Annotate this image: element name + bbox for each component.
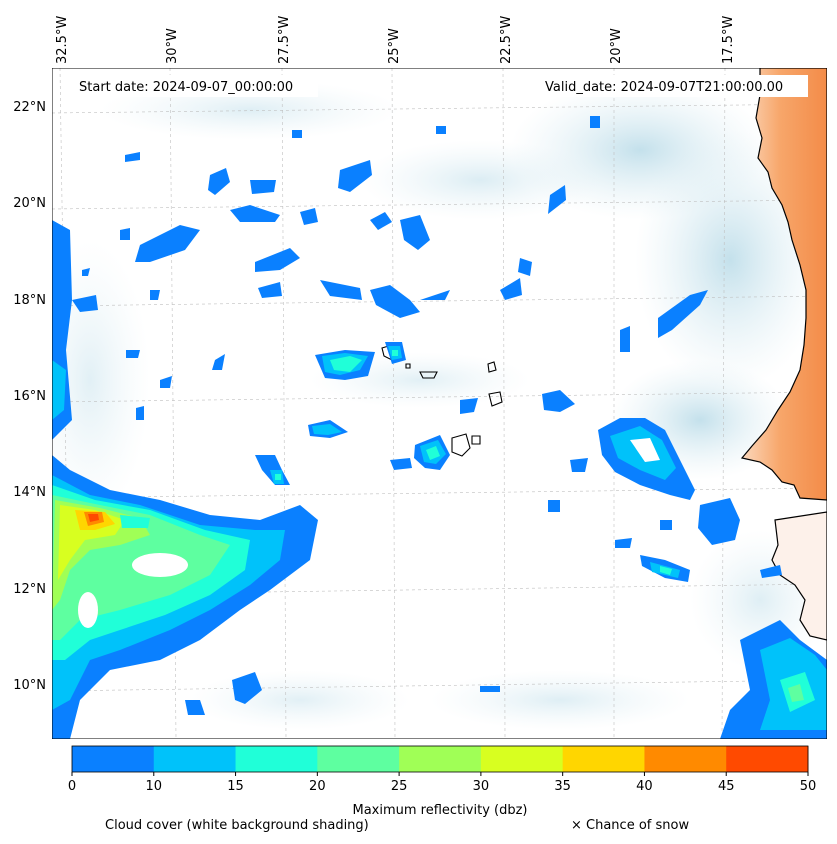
colorbar-tick-label: 35	[554, 779, 571, 794]
map-panel	[52, 68, 827, 739]
snow-legend: × Chance of snow	[571, 818, 690, 833]
lat-label-14n: 14°N	[13, 485, 46, 500]
lon-label-30w: 30°W	[165, 28, 180, 64]
lat-label-12n: 12°N	[13, 582, 46, 597]
colorbar-segment	[235, 746, 318, 772]
colorbar-tick-label: 40	[636, 779, 653, 794]
colorbar-segment	[562, 746, 645, 772]
reflectivity-left-edge-inner	[52, 360, 66, 420]
colorbar-tick-label: 25	[391, 779, 408, 794]
longitude-labels: 32.5°W 30°W 27.5°W 25°W 22.5°W 20°W 17.5…	[55, 16, 736, 64]
latitude-labels: 22°N 20°N 18°N 16°N 14°N 12°N 10°N	[13, 100, 46, 693]
colorbar-label: Maximum reflectivity (dbz)	[353, 803, 528, 818]
colorbar-tick-label: 45	[718, 779, 735, 794]
reflectivity-west-system	[52, 455, 318, 739]
cloud-cover-legend: Cloud cover (white background shading)	[105, 818, 369, 833]
lat-label-16n: 16°N	[13, 389, 46, 404]
start-date-box	[70, 75, 318, 97]
lon-label-32-5w: 32.5°W	[55, 16, 70, 64]
lon-label-17-5w: 17.5°W	[721, 16, 736, 64]
valid-date-box	[538, 75, 808, 97]
colorbar-tick-label: 0	[68, 779, 76, 794]
colorbar-segment	[72, 746, 155, 772]
valid-date-label: Valid_date: 2024-09-07T21:00:00.00	[545, 80, 783, 95]
lat-label-22n: 22°N	[13, 100, 46, 115]
lon-label-20w: 20°W	[609, 28, 624, 64]
colorbar-border	[71, 745, 809, 773]
reflectivity-cell-cores	[270, 346, 827, 730]
colorbar-segment	[317, 746, 400, 772]
header-labels: Start date: 2024-09-07_00:00:00 Valid_da…	[70, 75, 808, 97]
colorbar-tick-label: 15	[227, 779, 244, 794]
lon-label-25w: 25°W	[387, 28, 402, 64]
colorbar: 0 10 15 20 25 30 35 40 45 50	[68, 745, 817, 794]
colorbar-tick-label: 20	[309, 779, 326, 794]
lon-label-27-5w: 27.5°W	[277, 16, 292, 64]
colorbar-tick-label: 10	[146, 779, 163, 794]
colorbar-segment	[480, 746, 564, 772]
africa-coast-land	[740, 68, 827, 501]
lat-label-18n: 18°N	[13, 293, 46, 308]
senegal-gambia-land	[771, 511, 827, 641]
lat-label-20n: 20°N	[13, 196, 46, 211]
start-date-label: Start date: 2024-09-07_00:00:00	[79, 80, 293, 95]
colorbar-tick-label: 30	[473, 779, 490, 794]
lat-label-10n: 10°N	[13, 678, 46, 693]
lon-label-22-5w: 22.5°W	[499, 16, 514, 64]
colorbar-segment	[726, 746, 809, 772]
colorbar-segment	[644, 746, 727, 772]
colorbar-segment	[399, 746, 482, 772]
colorbar-segment	[153, 746, 237, 772]
colorbar-tick-label: 50	[800, 779, 817, 794]
